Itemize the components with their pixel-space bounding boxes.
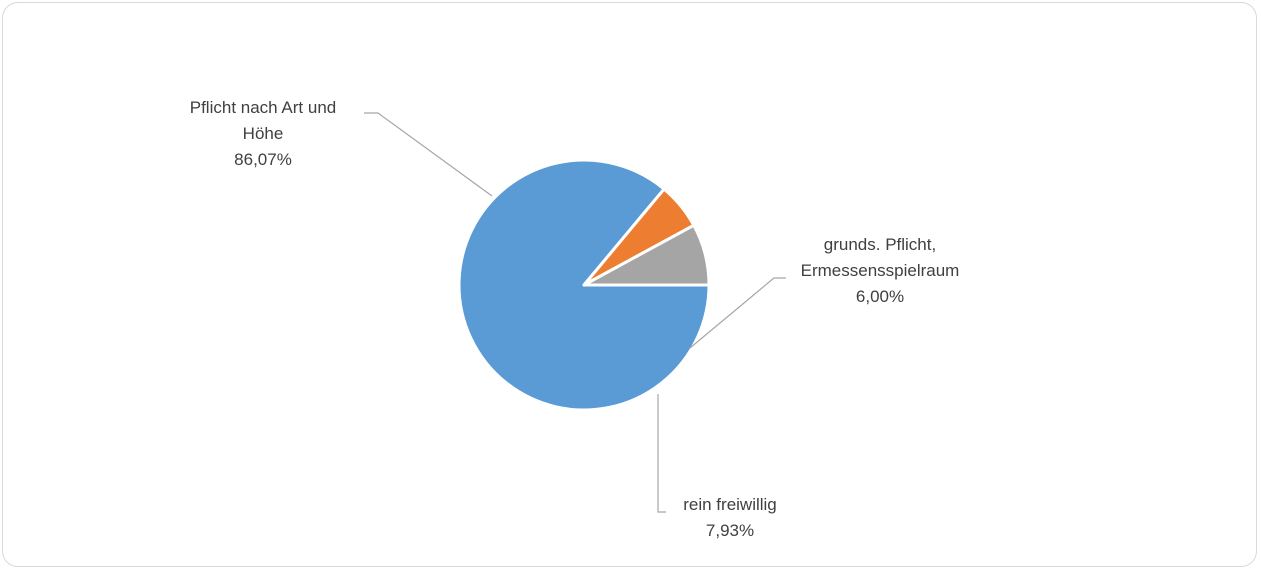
slice-pflicht-nach-art-und-hoehe-leader-line [364, 112, 493, 197]
slice-grunds-pflicht-category-label: grunds. Pflicht, [824, 235, 936, 254]
slice-pflicht-nach-art-und-hoehe-value-label: 86,07% [234, 150, 292, 169]
slice-rein-freiwillig [582, 223, 711, 287]
slice-grunds-pflicht-leader-line [689, 277, 786, 349]
slice-rein-freiwillig-leader-line [657, 394, 666, 513]
slice-grunds-pflicht-value-label: 6,00% [856, 287, 904, 306]
slice-pflicht-nach-art-und-hoehe-category-label: Höhe [243, 124, 284, 143]
slice-rein-freiwillig-category-label: rein freiwillig [683, 495, 777, 514]
slice-rein-freiwillig-value-label: 7,93% [706, 521, 754, 540]
slice-grunds-pflicht-category-label: Ermessensspielraum [801, 261, 960, 280]
slice-pflicht-nach-art-und-hoehe-category-label: Pflicht nach Art und [190, 98, 336, 117]
